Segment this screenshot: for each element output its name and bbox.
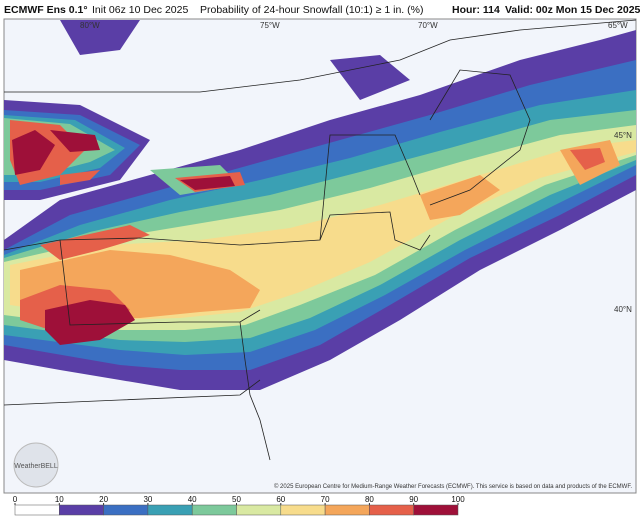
colorbar-tick-label: 10 [55,495,64,504]
colorbar-tick-label: 0 [13,495,18,504]
boundaries [3,19,637,461]
lon-label: 80°W [80,21,100,30]
model: ECMWF Ens 0.1° [4,4,88,16]
colorbar-swatch [324,504,370,516]
colorbar-swatch [147,504,193,516]
colorbar-tick-label: 90 [409,495,418,504]
colorbar-tick-label: 70 [321,495,330,504]
colorbar-swatch [236,504,282,516]
colorbar-swatch [280,504,326,516]
colorbar-swatch [14,504,60,516]
credit: © 2025 European Centre for Medium-Range … [274,483,632,490]
watermark-text: WeatherBELL [14,463,58,470]
colorbar-tick-label: 20 [99,495,108,504]
lat-label: 45°N [614,131,632,140]
watermark: WeatherBELL [13,442,59,488]
colorbar-swatch [59,504,104,516]
colorbar-tick-label: 30 [143,495,152,504]
colorbar-swatch [191,504,237,516]
colorbar-swatch [369,504,414,516]
hour: Hour: 114 [452,4,500,16]
init: Init 06z 10 Dec 2025 [92,4,188,16]
colorbar-tick-label: 60 [276,495,285,504]
colorbar-swatch [413,504,459,516]
colorbar-swatch [103,504,149,516]
snow-field [4,20,636,390]
lon-label: 75°W [260,21,280,30]
colorbar-tick-label: 100 [451,495,465,504]
colorbar-tick-label: 40 [188,495,197,504]
snow-area [20,140,620,320]
graticule-labels: 80°W 75°W 70°W 65°W 45°N 40°N [80,21,632,314]
snow-area [12,130,235,345]
header: ECMWF Ens 0.1° Init 06z 10 Dec 2025 Prob… [4,4,640,16]
lon-label: 70°W [418,21,438,30]
valid: Valid: 00z Mon 15 Dec 2025 [505,4,640,16]
colorbar-tick-label: 80 [365,495,374,504]
colorbar: 0 10 20 30 40 50 60 70 80 90 100 [13,495,465,516]
lat-label: 40°N [614,305,632,314]
lon-label: 65°W [608,21,628,30]
map: 80°W 75°W 70°W 65°W 45°N 40°N WeatherBEL… [3,18,637,494]
colorbar-tick-label: 50 [232,495,241,504]
product: Probability of 24-hour Snowfall (10:1) ≥… [200,4,423,16]
